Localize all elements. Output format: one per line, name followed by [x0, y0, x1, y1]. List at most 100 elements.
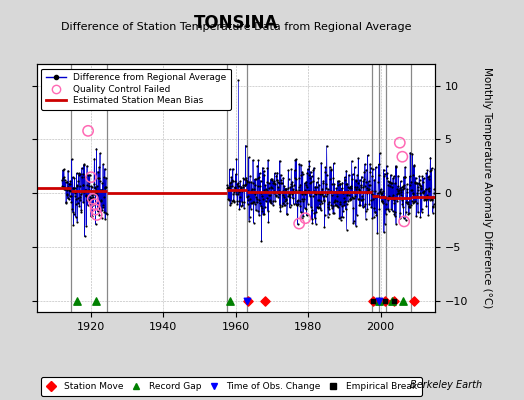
Point [101, 185, 110, 191]
Point [378, 190, 386, 196]
Point [88, 188, 96, 194]
Point [316, 205, 324, 211]
Point [266, 196, 275, 203]
Point [102, 209, 111, 216]
Point [227, 179, 235, 185]
Point [269, 198, 277, 204]
Point [294, 200, 302, 207]
Point [343, 180, 351, 187]
Point [234, 182, 242, 189]
Text: TONSINA: TONSINA [193, 14, 278, 32]
Text: Berkeley Earth: Berkeley Earth [410, 380, 482, 390]
Point [337, 214, 345, 220]
Point [375, 206, 384, 212]
Point [84, 182, 93, 189]
Point [310, 215, 319, 221]
Point [226, 182, 234, 189]
Point [373, 193, 381, 199]
Point [246, 196, 254, 203]
Point [75, 172, 83, 178]
Point [87, 174, 95, 180]
Point [93, 191, 101, 198]
Point [350, 204, 358, 211]
Point [398, 184, 406, 190]
Point [313, 203, 321, 210]
Point [294, 187, 303, 193]
Point [381, 194, 389, 201]
Point [377, 186, 385, 192]
Point [268, 176, 276, 182]
Point [338, 180, 346, 186]
Point [243, 179, 251, 186]
Point [60, 186, 69, 192]
Point [356, 188, 365, 194]
Point [368, 298, 377, 304]
Point [228, 177, 236, 183]
Point [369, 196, 378, 202]
Point [287, 181, 295, 188]
Point [427, 167, 435, 174]
Point [244, 196, 253, 203]
Point [413, 180, 422, 186]
Point [427, 196, 435, 202]
Point [253, 162, 261, 169]
Point [417, 183, 425, 189]
Point [384, 182, 392, 188]
Point [388, 184, 397, 190]
Point [253, 183, 261, 189]
Point [418, 173, 427, 180]
Point [102, 174, 110, 181]
Point [406, 149, 414, 156]
Point [344, 184, 352, 190]
Point [336, 201, 345, 207]
Point [340, 195, 348, 201]
Point [249, 220, 258, 226]
Point [91, 189, 100, 196]
Point [412, 200, 421, 206]
Point [389, 298, 398, 304]
Point [69, 174, 77, 180]
Point [239, 181, 247, 188]
Point [248, 199, 257, 205]
Point [97, 197, 105, 203]
Point [90, 191, 98, 197]
Point [238, 202, 247, 208]
Point [238, 186, 246, 193]
Point [280, 198, 289, 204]
Point [226, 200, 235, 206]
Point [364, 188, 373, 194]
Point [357, 182, 365, 188]
Point [280, 194, 288, 200]
Point [267, 184, 275, 190]
Point [311, 190, 319, 196]
Point [95, 212, 104, 219]
Point [363, 185, 371, 191]
Point [70, 211, 78, 217]
Point [265, 198, 274, 205]
Point [336, 180, 344, 187]
Point [255, 196, 264, 203]
Point [310, 164, 318, 171]
Point [381, 195, 390, 201]
Point [422, 192, 431, 198]
Point [301, 215, 310, 221]
Point [412, 180, 420, 186]
Point [71, 190, 79, 196]
Point [275, 191, 283, 198]
Point [362, 179, 370, 186]
Point [317, 160, 325, 166]
Point [333, 198, 342, 204]
Point [350, 189, 358, 195]
Point [289, 188, 298, 194]
Point [309, 193, 317, 200]
Point [299, 213, 307, 220]
Point [366, 182, 374, 188]
Point [409, 190, 418, 196]
Point [233, 198, 241, 205]
Point [429, 210, 437, 216]
Point [254, 157, 263, 164]
Point [270, 190, 278, 196]
Point [346, 196, 355, 202]
Point [389, 192, 398, 198]
Point [343, 201, 351, 208]
